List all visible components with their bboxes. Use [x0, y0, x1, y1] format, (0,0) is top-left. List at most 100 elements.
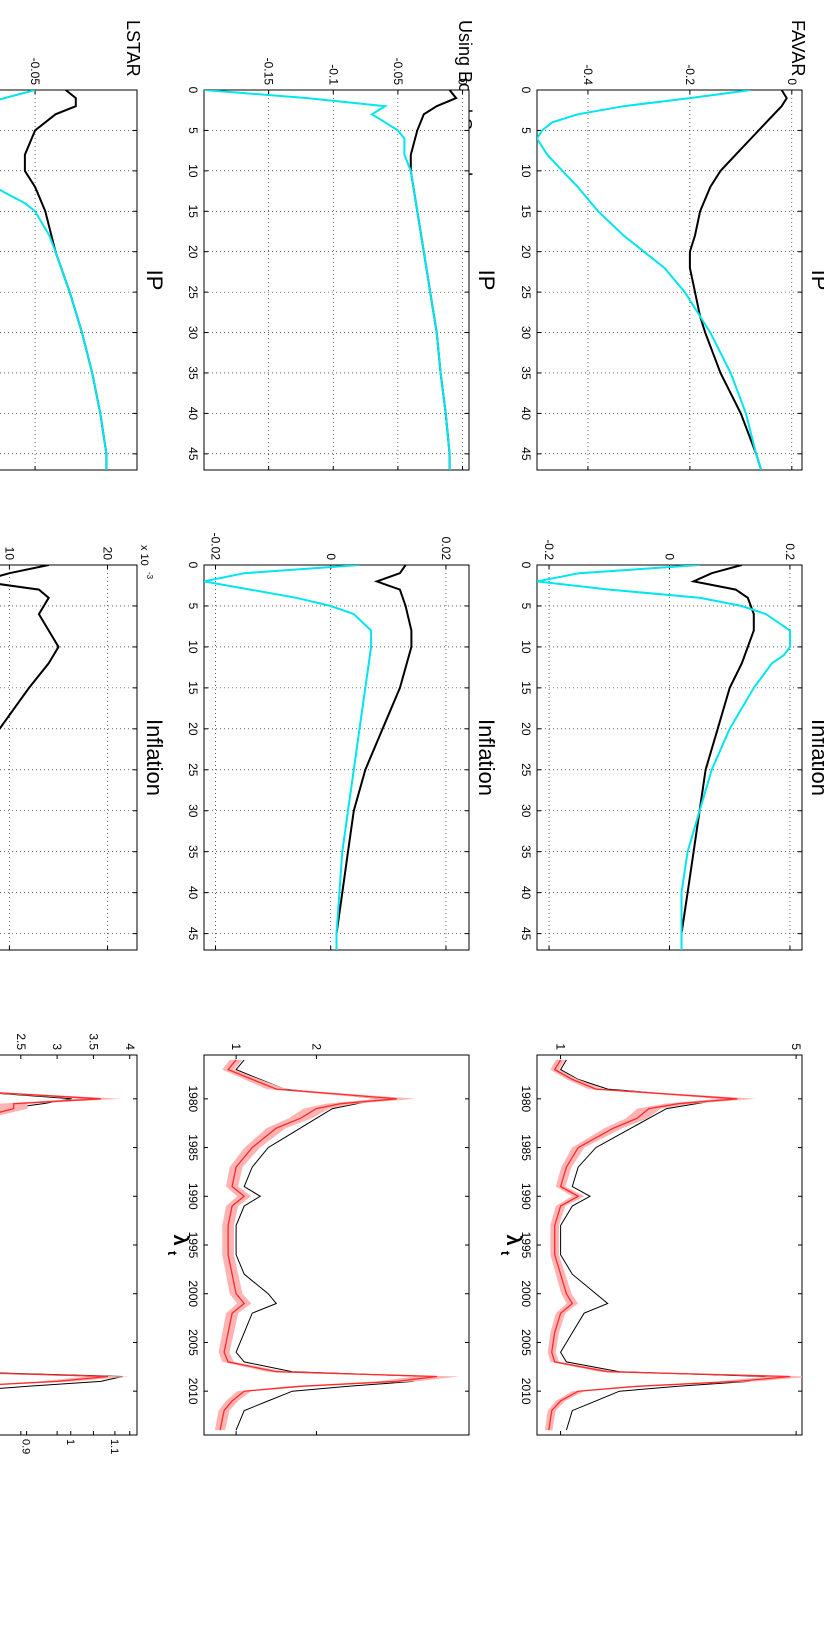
y-tick-label: -0.2 [683, 64, 697, 85]
plot-area [214, 1059, 460, 1431]
y-tick-label: -0.1 [326, 64, 340, 85]
y-tick-label: 5 [789, 1043, 803, 1050]
x-tick-label: 35 [186, 845, 200, 859]
series-line-regime2 [537, 90, 763, 470]
x-tick-label: 40 [519, 407, 533, 421]
error-band [545, 1059, 802, 1431]
axes-box [536, 89, 803, 471]
x-tick-label: 45 [519, 927, 533, 941]
y-tick-label: -0.02 [209, 533, 223, 561]
x-tick-label: 35 [186, 366, 200, 380]
x-tick-label: 20 [186, 722, 200, 736]
y-tick-label: 1 [229, 1043, 243, 1050]
x-tick-label: 1985 [186, 1134, 200, 1161]
x-tick-label: 5 [186, 127, 200, 134]
panel-title-text: λ [502, 1234, 524, 1245]
plot-area [545, 1059, 802, 1431]
x-tick-label: 1995 [519, 1232, 533, 1259]
series-line-regime1 [688, 90, 788, 470]
panel-title: Inflation [807, 719, 824, 796]
x-tick-label: 1990 [519, 1183, 533, 1210]
y-multiplier: x 10 -3 [138, 545, 154, 580]
x-tick-label: 15 [519, 681, 533, 695]
series-line-stddev [0, 1059, 109, 1431]
series-line-regime1 [335, 565, 413, 950]
y-tick-label: 20 [101, 547, 115, 561]
y-tick-label: 3.5 [86, 1033, 100, 1050]
y-tick-label: 4 [123, 1043, 137, 1050]
panel-title: IP [142, 270, 167, 291]
plot-area [537, 90, 788, 470]
x-tick-label: 25 [519, 285, 533, 299]
x-tick-label: 1990 [186, 1183, 200, 1210]
x-tick-label: 35 [519, 845, 533, 859]
y-tick-label: 0 [456, 78, 470, 85]
x-tick-label: 5 [186, 603, 200, 610]
x-tick-label: 1985 [519, 1134, 533, 1161]
y-tick-label: 0.2 [783, 543, 797, 560]
series-line-regime2 [204, 565, 373, 950]
x-tick-label: 40 [519, 886, 533, 900]
series-line-stddev [548, 1059, 791, 1431]
x-tick-label: 0 [186, 87, 200, 94]
row-label-0: FAVAR [788, 20, 808, 76]
x-tick-label: 2010 [519, 1378, 533, 1405]
x-tick-label: 5 [519, 603, 533, 610]
panel-r1-c0: IP 0 5 10 15 20 25 30 35 40 45 0 -0.05 -0.1 -0.15 [186, 58, 499, 471]
panel-r2-c1: Inflation05101520253035404520100x 10-3 [0, 545, 167, 951]
x-tick-label: 30 [186, 804, 200, 818]
x-tick-label: 10 [519, 640, 533, 654]
y-tick-label: 10 [2, 547, 16, 561]
y-multiplier-text: x 10 [138, 545, 150, 566]
x-tick-label: 2000 [186, 1280, 200, 1307]
x-tick-label: 20 [519, 245, 533, 259]
plot-area [0, 565, 60, 950]
panel-title: Inflation [142, 719, 167, 796]
x-tick-label: 15 [186, 205, 200, 219]
x-tick-label: 45 [519, 447, 533, 461]
y2-tick-label: 1.1 [108, 1439, 120, 1454]
plot-area [0, 90, 108, 470]
y-tick-label: 1 [554, 1043, 568, 1050]
y-tick-label: 0 [785, 78, 799, 85]
x-tick-label: 1980 [186, 1085, 200, 1112]
series-line-regime2 [537, 565, 791, 950]
series-line-jurado [0, 1059, 123, 1431]
panel-title-text: λ [169, 1234, 191, 1245]
x-tick-label: 45 [186, 927, 200, 941]
x-tick-label: 40 [186, 407, 200, 421]
y-tick-label: 0 [663, 553, 677, 560]
y-tick-label: 2 [309, 1043, 323, 1050]
panel-r0-c1: Inflation 0 5 10 15 20 25 30 35 40 45 0.2 0 -0.2 [519, 539, 824, 951]
y-multiplier-exponent: -3 [145, 572, 154, 580]
x-tick-label: 2005 [519, 1329, 533, 1356]
y-tick-label: 0.02 [439, 537, 453, 561]
x-tick-label: 35 [519, 366, 533, 380]
series-line-regime1 [680, 565, 755, 950]
x-tick-label: 30 [186, 326, 200, 340]
series-line-stddev [219, 1059, 437, 1431]
panel-title-subscript: t [498, 1251, 513, 1256]
series-line-regime2 [0, 90, 108, 470]
x-tick-label: 25 [519, 763, 533, 777]
panel-title-subscript: t [165, 1251, 180, 1256]
panel-title: IP [807, 270, 824, 291]
x-tick-label: 20 [519, 722, 533, 736]
x-tick-label: 25 [186, 285, 200, 299]
series-line-regime2 [204, 90, 451, 470]
plot-area [0, 1059, 130, 1431]
x-tick-label: 0 [186, 562, 200, 569]
panel-r1-c1: Inflation 0 5 10 15 20 25 30 35 40 45 0.02 0 -0.02 [186, 533, 499, 951]
x-tick-label: 0 [519, 87, 533, 94]
panel-title: λt [165, 1234, 191, 1256]
x-tick-label: 45 [186, 447, 200, 461]
y-tick-label: 3 [50, 1043, 64, 1050]
x-tick-label: 10 [186, 164, 200, 178]
x-tick-label: 30 [519, 804, 533, 818]
axes-box [0, 564, 138, 951]
plot-area [537, 565, 791, 950]
x-tick-label: 30 [519, 326, 533, 340]
